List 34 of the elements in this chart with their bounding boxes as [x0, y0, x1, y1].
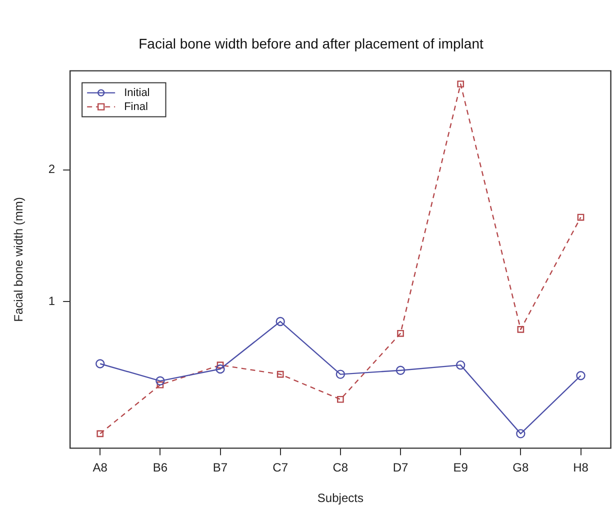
x-tick-label: E9	[453, 460, 468, 475]
point	[576, 371, 586, 380]
point	[456, 360, 466, 370]
x-tick-label: H8	[573, 460, 589, 475]
point	[397, 330, 404, 337]
x-tick-label: G8	[512, 460, 530, 475]
x-axis-title: Subjects	[317, 491, 364, 506]
point	[156, 376, 165, 386]
point	[337, 396, 344, 403]
y-axis-title: Facial bone width (mm)	[12, 197, 26, 322]
x-tick-label: B6	[152, 460, 168, 475]
point	[457, 80, 464, 88]
point	[216, 362, 224, 368]
legend-label: Final	[124, 100, 148, 113]
point	[516, 429, 526, 438]
point	[336, 370, 346, 379]
point	[216, 364, 225, 374]
x-tick-label: C8	[332, 460, 348, 475]
point	[276, 316, 285, 326]
point	[577, 214, 584, 221]
x-tick-label: C7	[272, 460, 288, 475]
point	[396, 366, 406, 375]
x-tick-label: B7	[212, 460, 228, 475]
x-tick-label: D7	[392, 460, 409, 475]
x-tick-label: A8	[92, 460, 108, 475]
y-tick-label: 1	[48, 294, 56, 308]
point	[517, 326, 524, 333]
legend-label: Initial	[124, 86, 150, 99]
point	[96, 430, 104, 438]
point	[156, 381, 164, 388]
point	[276, 370, 284, 378]
y-tick-label: 2	[48, 162, 56, 176]
chart-title: Facial bone width before and after placement of implant	[138, 35, 484, 52]
point	[96, 359, 105, 368]
